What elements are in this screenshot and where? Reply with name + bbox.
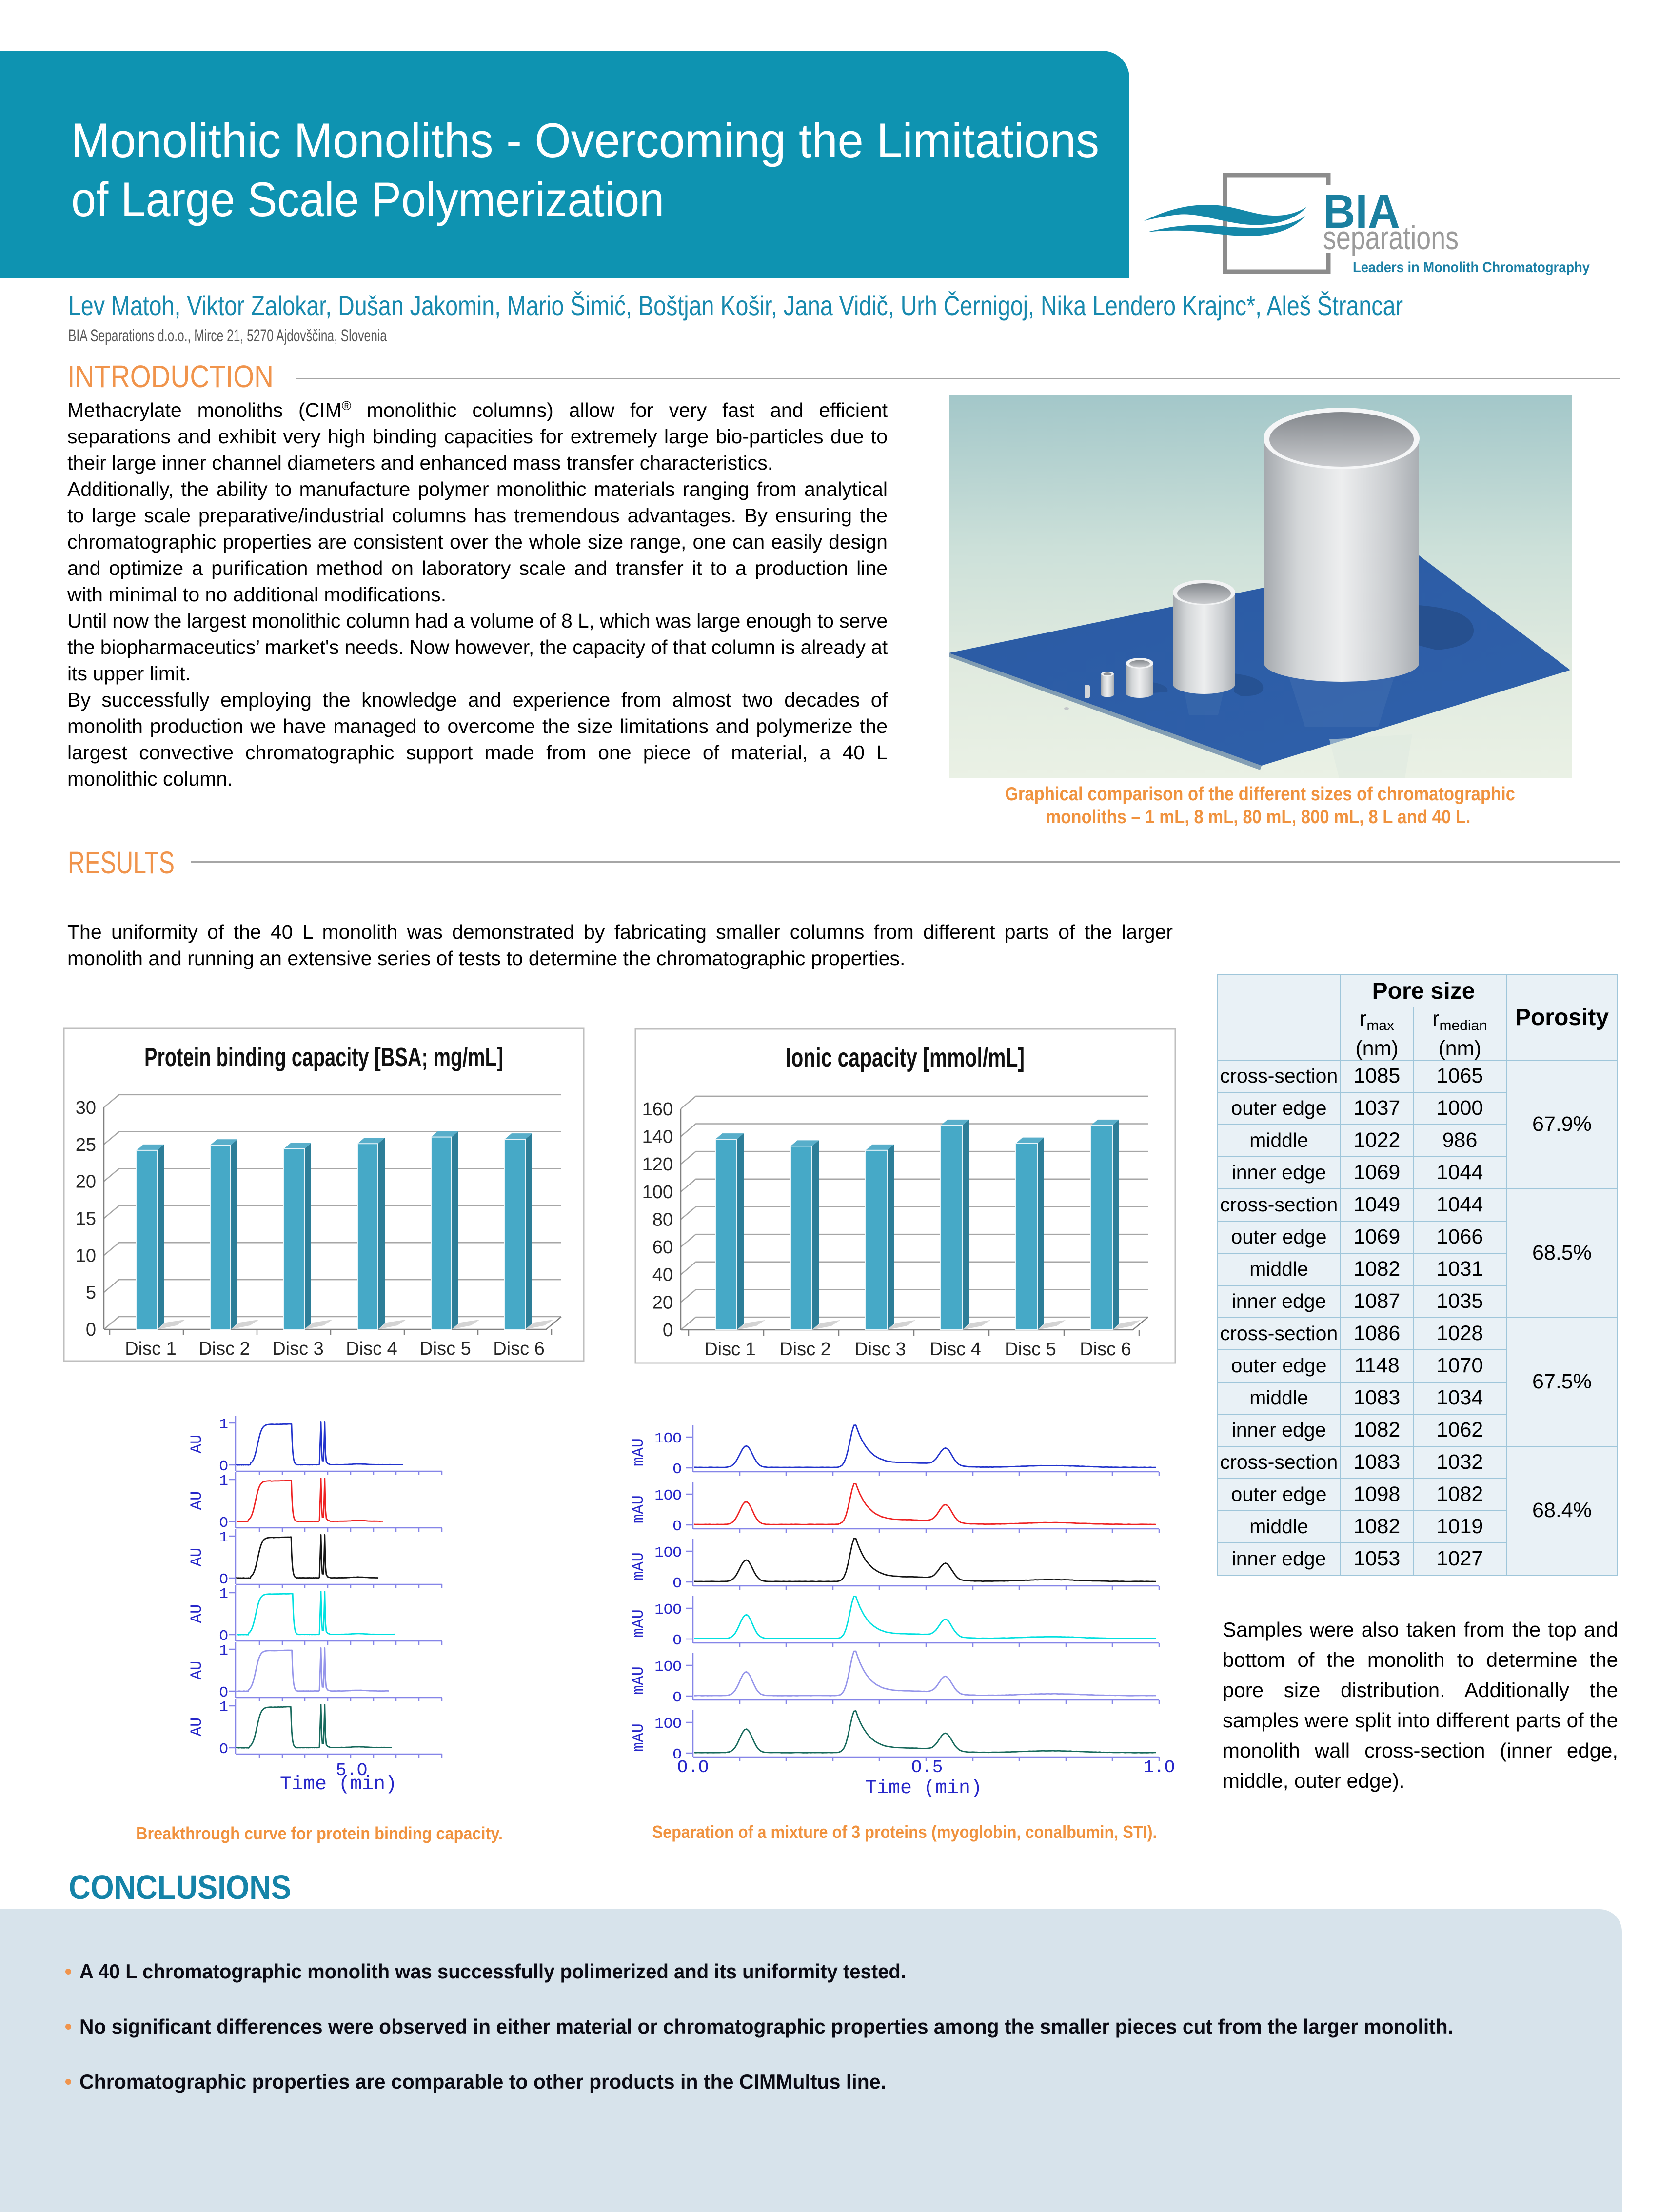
svg-text:1OO: 1OO [654, 1601, 682, 1619]
svg-text:25: 25 [76, 1135, 96, 1155]
svg-text:RESULTS: RESULTS [68, 845, 175, 880]
svg-text:20: 20 [652, 1292, 673, 1313]
svg-text:O: O [219, 1628, 228, 1645]
svg-text:AU: AU [188, 1548, 206, 1566]
svg-text:Ionic capacity [mmol/mL]: Ionic capacity [mmol/mL] [786, 1043, 1025, 1072]
svg-text:10: 10 [76, 1245, 96, 1266]
svg-text:Disc 4: Disc 4 [346, 1339, 397, 1359]
svg-text:Separation of a mixture of 3 p: Separation of a mixture of 3 proteins (m… [652, 1822, 1157, 1842]
svg-text:No significant differences wer: No significant differences were observed… [79, 2015, 1453, 2038]
svg-text:1: 1 [219, 1416, 228, 1433]
svg-text:monoliths – 1 mL, 8 mL, 80 mL,: monoliths – 1 mL, 8 mL, 80 mL, 800 mL, 8… [1046, 807, 1471, 828]
svg-text:1OO: 1OO [654, 1544, 682, 1561]
svg-text:Monolithic Monoliths - Overcom: Monolithic Monoliths - Overcoming the Li… [71, 113, 1099, 167]
svg-text:1: 1 [219, 1473, 228, 1490]
svg-text:O: O [672, 1746, 682, 1763]
svg-text:0: 0 [663, 1320, 673, 1341]
svg-text:5: 5 [86, 1283, 96, 1303]
svg-text:A 40 L chromatographic monolit: A 40 L chromatographic monolith was succ… [79, 1960, 906, 1983]
svg-text:Disc 1: Disc 1 [125, 1339, 177, 1359]
svg-text:Disc 5: Disc 5 [1005, 1339, 1056, 1360]
svg-text:1.O: 1.O [1144, 1758, 1175, 1778]
svg-text:O: O [672, 1575, 682, 1592]
svg-text:separations: separations [1323, 219, 1459, 257]
svg-text:Disc 2: Disc 2 [198, 1339, 250, 1359]
svg-text:of Large Scale Polymerization: of Large Scale Polymerization [71, 172, 664, 226]
svg-text:O: O [672, 1518, 682, 1535]
svg-text:1: 1 [219, 1642, 228, 1659]
svg-text:Time (min): Time (min) [280, 1774, 397, 1796]
svg-text:5.O: 5.O [336, 1760, 368, 1780]
svg-text:O: O [219, 1515, 228, 1532]
svg-text:AU: AU [188, 1718, 206, 1736]
svg-text:60: 60 [652, 1237, 673, 1258]
svg-text:Time (min): Time (min) [865, 1778, 982, 1799]
svg-text:160: 160 [642, 1099, 673, 1120]
svg-text:O: O [219, 1741, 228, 1758]
svg-text:1OO: 1OO [654, 1487, 682, 1504]
svg-text:20: 20 [76, 1172, 96, 1192]
svg-text:Disc 1: Disc 1 [704, 1339, 756, 1360]
svg-text:O: O [672, 1689, 682, 1706]
svg-text:Disc 3: Disc 3 [854, 1339, 906, 1360]
svg-text:AU: AU [188, 1661, 206, 1679]
svg-text:1: 1 [219, 1586, 228, 1603]
svg-text:Disc 6: Disc 6 [493, 1339, 545, 1359]
svg-text:15: 15 [76, 1208, 96, 1229]
svg-text:O: O [672, 1632, 682, 1649]
svg-text:Disc 4: Disc 4 [929, 1339, 981, 1360]
svg-text:Disc 5: Disc 5 [419, 1339, 471, 1359]
svg-text:Lev Matoh, Viktor Zalokar, Duš: Lev Matoh, Viktor Zalokar, Dušan Jakomin… [68, 290, 1403, 321]
svg-text:INTRODUCTION: INTRODUCTION [67, 359, 274, 394]
svg-text:40: 40 [652, 1265, 673, 1285]
svg-text:Graphical comparison of the di: Graphical comparison of the different si… [1005, 784, 1515, 805]
svg-text:AU: AU [188, 1604, 206, 1623]
svg-text:O: O [672, 1461, 682, 1478]
svg-text:Disc 3: Disc 3 [272, 1339, 324, 1359]
svg-text:O: O [219, 1458, 228, 1475]
svg-text:1OO: 1OO [654, 1659, 682, 1676]
svg-text:Chromatographic properties are: Chromatographic properties are comparabl… [79, 2070, 886, 2093]
svg-text:AU: AU [188, 1435, 206, 1453]
svg-text:mAU: mAU [630, 1609, 648, 1638]
svg-text:BIA: BIA [1323, 185, 1400, 238]
svg-text:1: 1 [219, 1699, 228, 1716]
svg-text:CONCLUSIONS: CONCLUSIONS [69, 1868, 291, 1906]
svg-text:AU: AU [188, 1491, 206, 1510]
svg-text:BIA Separations d.o.o., Mirce: BIA Separations d.o.o., Mirce 21, 5270 A… [68, 326, 387, 345]
svg-text:O.5: O.5 [911, 1758, 943, 1778]
svg-text:O: O [219, 1684, 228, 1701]
svg-text:1OO: 1OO [654, 1430, 682, 1447]
svg-text:mAU: mAU [630, 1666, 648, 1695]
svg-text:Disc 6: Disc 6 [1080, 1339, 1131, 1360]
svg-text:120: 120 [642, 1154, 673, 1175]
svg-text:O.O: O.O [677, 1758, 709, 1778]
svg-text:Breakthrough curve for protein: Breakthrough curve for protein binding c… [136, 1823, 503, 1843]
svg-text:mAU: mAU [630, 1438, 648, 1466]
svg-text:30: 30 [76, 1098, 96, 1118]
svg-text:O: O [219, 1571, 228, 1588]
svg-text:80: 80 [652, 1209, 673, 1230]
svg-text:Protein binding capacity [BSA;: Protein binding capacity [BSA; mg/mL] [144, 1043, 503, 1072]
svg-text:1OO: 1OO [654, 1716, 682, 1733]
svg-text:mAU: mAU [630, 1495, 648, 1523]
svg-text:Disc 2: Disc 2 [779, 1339, 831, 1360]
svg-text:mAU: mAU [630, 1723, 648, 1752]
svg-text:1: 1 [219, 1529, 228, 1546]
svg-text:0: 0 [86, 1320, 96, 1340]
svg-text:140: 140 [642, 1127, 673, 1147]
svg-text:Leaders in Monolith Chromatogr: Leaders in Monolith Chromatography [1353, 259, 1590, 276]
svg-text:100: 100 [642, 1182, 673, 1203]
svg-text:mAU: mAU [630, 1552, 648, 1580]
